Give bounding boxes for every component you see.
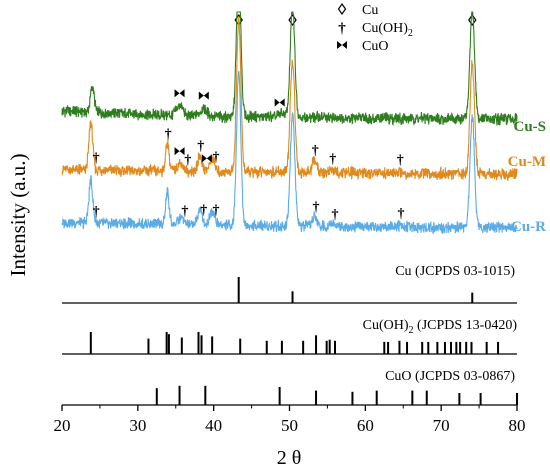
series-label-cu-m: Cu-M xyxy=(508,154,546,170)
series-line-cu-r xyxy=(61,70,518,234)
x-axis: 20 30 40 50 60 70 80 xyxy=(54,405,526,435)
x-tick-label: 40 xyxy=(205,416,222,435)
cuo-marker xyxy=(274,98,285,107)
diamond-icon xyxy=(337,2,347,16)
legend-entry-cu: Cu xyxy=(337,2,378,18)
legend-label: Cu(OH)2 xyxy=(362,21,413,39)
cuo-marker xyxy=(174,89,185,98)
cu-oh2-marker: † xyxy=(329,152,336,167)
series-line-cu-s xyxy=(61,11,518,127)
y-axis-label: Intensity (a.u.) xyxy=(6,153,30,276)
reference-label: Cu(OH)2 (JCPDS 13-0420) xyxy=(363,318,518,336)
cu-oh2-marker: † xyxy=(397,153,404,168)
reference-label: CuO (JCPDS 03-0867) xyxy=(385,369,515,384)
x-tick-label: 80 xyxy=(509,416,526,435)
legend-entry-cu-oh: † Cu(OH)2 xyxy=(338,21,413,39)
reference-cu-oh-jcpds-13-0420: Cu(OH)2 (JCPDS 13-0420) xyxy=(62,318,518,355)
reference-label: Cu (JCPDS 03-1015) xyxy=(395,264,515,279)
cu-diamond-marker xyxy=(468,13,477,27)
cu-oh2-marker: † xyxy=(312,143,319,158)
reference-patterns: Cu (JCPDS 03-1015) Cu(OH)2 (JCPDS 13-0420… xyxy=(62,264,518,406)
x-axis-label: 2 θ xyxy=(277,447,302,469)
x-tick-label: 70 xyxy=(433,416,450,435)
series-label-cu-s: Cu-S xyxy=(513,119,546,135)
cuo-marker xyxy=(174,147,185,156)
x-tick-label: 30 xyxy=(129,416,146,435)
legend-label: Cu xyxy=(362,3,378,18)
dagger-icon: † xyxy=(338,21,346,37)
cu-oh2-marker: † xyxy=(197,139,204,154)
cu-oh2-marker: † xyxy=(93,151,100,166)
bowtie-icon xyxy=(337,41,347,49)
cuo-marker xyxy=(201,154,212,163)
cuo-marker xyxy=(198,91,209,100)
cu-oh2-marker: † xyxy=(181,204,188,219)
cu-oh2-marker: † xyxy=(212,150,219,165)
x-tick-label: 50 xyxy=(281,416,298,435)
reference-cuo-jcpds-03-0867: CuO (JCPDS 03-0867) xyxy=(62,369,518,406)
cu-diamond-marker xyxy=(288,13,297,27)
cu-oh2-marker: † xyxy=(184,153,191,168)
cu-oh2-marker: † xyxy=(332,208,339,223)
x-tick-label: 20 xyxy=(54,416,71,435)
cu-oh2-marker: † xyxy=(165,127,172,142)
series-layer: Cu-S Cu-M † † † † † † † † Cu-R † † † † † † † xyxy=(61,11,546,235)
series-label-cu-r: Cu-R xyxy=(511,219,546,235)
x-tick-label: 60 xyxy=(357,416,374,435)
cu-peak-markers xyxy=(234,13,477,27)
legend-entry-cuo: CuO xyxy=(337,39,388,54)
cu-oh2-marker: † xyxy=(93,204,100,219)
cu-oh2-marker: † xyxy=(212,203,219,218)
reference-cu-jcpds-03-1015: Cu (JCPDS 03-1015) xyxy=(62,264,517,304)
cu-oh2-marker: † xyxy=(397,207,404,222)
cu-oh2-marker: † xyxy=(313,200,320,215)
cu-oh2-marker: † xyxy=(200,203,207,218)
legend-label: CuO xyxy=(362,39,388,54)
series-line-cu-m xyxy=(61,16,518,182)
